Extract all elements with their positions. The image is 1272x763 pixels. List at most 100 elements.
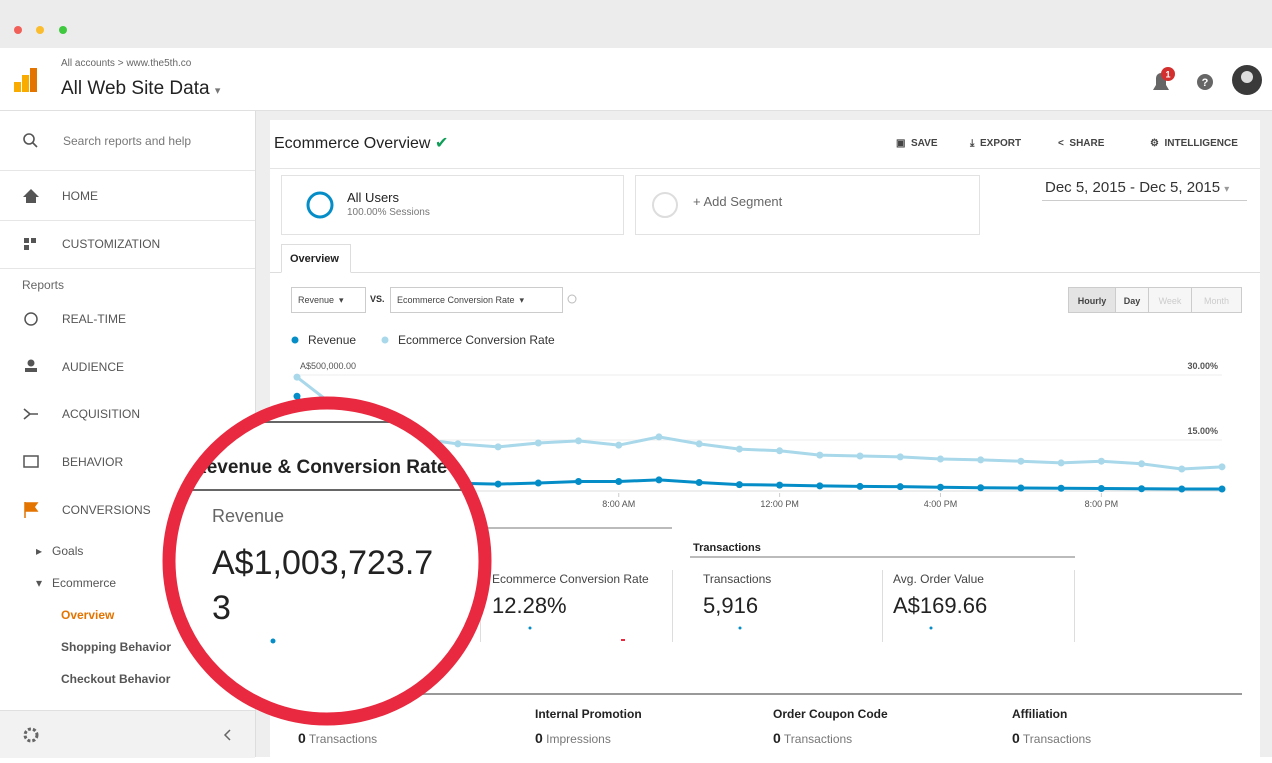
report-title: Ecommerce Overview ✔ xyxy=(274,135,449,152)
metric-label: Ecommerce Conversion Rate xyxy=(492,572,649,586)
x-tick-label: 12:00 PM xyxy=(760,499,799,509)
nav-leaf[interactable]: Checkout Behavior xyxy=(61,672,171,686)
settings-icon[interactable] xyxy=(23,727,39,743)
nav-active[interactable]: Overview xyxy=(61,608,115,622)
legend-swatch xyxy=(291,336,299,344)
compare-select[interactable]: Ecommerce Conversion Rate ▾ xyxy=(390,287,563,313)
zoom-value: 3 xyxy=(212,589,231,627)
maximize-dot[interactable] xyxy=(59,26,67,34)
data-point xyxy=(454,440,462,448)
svg-text:?: ? xyxy=(1202,77,1209,89)
legend-label[interactable]: Ecommerce Conversion Rate xyxy=(398,333,555,347)
add-segment[interactable]: + Add Segment xyxy=(693,194,783,209)
data-point xyxy=(695,440,703,448)
data-point xyxy=(615,441,623,449)
minimize-dot[interactable] xyxy=(36,26,44,34)
unit: Transactions xyxy=(308,732,378,746)
granularity-button[interactable]: Week xyxy=(1148,287,1192,313)
help-icon[interactable] xyxy=(1197,74,1213,90)
nav-item[interactable]: AUDIENCE xyxy=(62,360,125,374)
nav-item[interactable]: CUSTOMIZATION xyxy=(62,237,161,251)
zoom-ring xyxy=(162,396,492,726)
nav-item[interactable]: BEHAVIOR xyxy=(62,455,124,469)
collapse-icon[interactable] xyxy=(223,729,231,741)
summary-heading: Transactions xyxy=(693,542,761,554)
nav-item[interactable]: REAL-TIME xyxy=(62,312,127,326)
data-point xyxy=(936,455,944,463)
data-point xyxy=(1178,485,1186,493)
granularity-button[interactable]: Hourly xyxy=(1068,287,1116,313)
zoom-metric: Revenue xyxy=(212,506,284,526)
nav-item[interactable]: HOME xyxy=(62,189,98,203)
data-point xyxy=(293,373,301,381)
unit: Transactions xyxy=(783,732,853,746)
close-dot[interactable] xyxy=(14,26,22,34)
data-point xyxy=(1097,485,1105,492)
legend-label[interactable]: Revenue xyxy=(308,333,356,347)
series-line xyxy=(296,375,1223,471)
vs-label: VS. xyxy=(370,294,385,304)
granularity-button[interactable]: Month xyxy=(1191,287,1242,313)
x-tick-label: 4:00 PM xyxy=(924,499,958,509)
column-value: 0 Transactions xyxy=(1012,731,1091,745)
property-name: All Web Site Data xyxy=(61,78,210,99)
property-selector[interactable]: All Web Site Data ▾ xyxy=(61,78,221,99)
unit: Impressions xyxy=(546,732,611,746)
nav-subitem[interactable]: ▾ Ecommerce xyxy=(36,576,117,590)
unit: Transactions xyxy=(1022,732,1092,746)
data-point xyxy=(735,481,743,489)
title-text: Ecommerce Overview xyxy=(274,135,431,152)
action-button[interactable]: ⚙ INTELLIGENCE xyxy=(1150,138,1238,149)
data-point xyxy=(977,456,985,464)
zoom-title: Revenue & Conversion Rate xyxy=(193,457,447,478)
data-point xyxy=(1017,484,1025,492)
search-box[interactable]: Search reports and help xyxy=(63,134,192,148)
segment-card[interactable] xyxy=(281,175,624,235)
sparklines xyxy=(528,626,933,641)
data-point xyxy=(735,445,743,453)
column-value: 0 Impressions xyxy=(535,731,611,745)
metric-label: Transactions xyxy=(703,572,772,586)
granularity-button[interactable]: Day xyxy=(1115,287,1149,313)
window-bar xyxy=(0,0,1272,48)
data-point xyxy=(816,451,824,459)
add-segment-card[interactable] xyxy=(635,175,980,235)
data-point xyxy=(655,433,663,441)
data-point xyxy=(776,481,784,489)
section-label: Reports xyxy=(22,278,65,292)
data-point xyxy=(936,483,944,491)
data-point xyxy=(1178,465,1186,473)
nav-subitem-label: Goals xyxy=(52,544,84,558)
segment-name: All Users xyxy=(347,190,400,205)
metric-value: A$169.66 xyxy=(893,593,988,618)
data-point xyxy=(1218,485,1226,493)
date-range[interactable]: Dec 5, 2015 - Dec 5, 2015 ▾ xyxy=(1045,179,1230,196)
action-button[interactable]: < SHARE xyxy=(1058,138,1105,149)
app-header xyxy=(0,48,1272,111)
tab[interactable] xyxy=(281,244,351,273)
action-button[interactable]: ⤓ EXPORT xyxy=(970,138,1022,149)
data-point xyxy=(293,392,301,400)
action-button[interactable]: ▣ SAVE xyxy=(896,138,938,149)
data-point xyxy=(896,483,904,491)
breadcrumb[interactable]: All accounts > www.the5th.co xyxy=(61,58,192,69)
segment-detail: 100.00% Sessions xyxy=(347,207,430,218)
y2-tick-label: 15.00% xyxy=(1187,426,1218,436)
data-point xyxy=(776,447,784,455)
nav-subitem[interactable]: ▸ Goals xyxy=(36,544,84,558)
tab-label: Overview xyxy=(290,253,339,265)
data-point xyxy=(1218,463,1226,471)
metric-select[interactable]: Revenue ▾ xyxy=(291,287,366,313)
action-label: SHARE xyxy=(1069,138,1105,149)
data-point xyxy=(896,453,904,461)
nav-item[interactable]: ACQUISITION xyxy=(62,407,141,421)
nav-leaf[interactable]: Shopping Behavior xyxy=(61,640,172,654)
legend-swatch xyxy=(381,336,389,344)
data-point xyxy=(615,477,623,485)
nav-item[interactable]: CONVERSIONS xyxy=(62,503,151,517)
y-tick-label: A$500,000.00 xyxy=(300,361,356,371)
data-point xyxy=(856,482,864,490)
data-point xyxy=(977,484,985,492)
